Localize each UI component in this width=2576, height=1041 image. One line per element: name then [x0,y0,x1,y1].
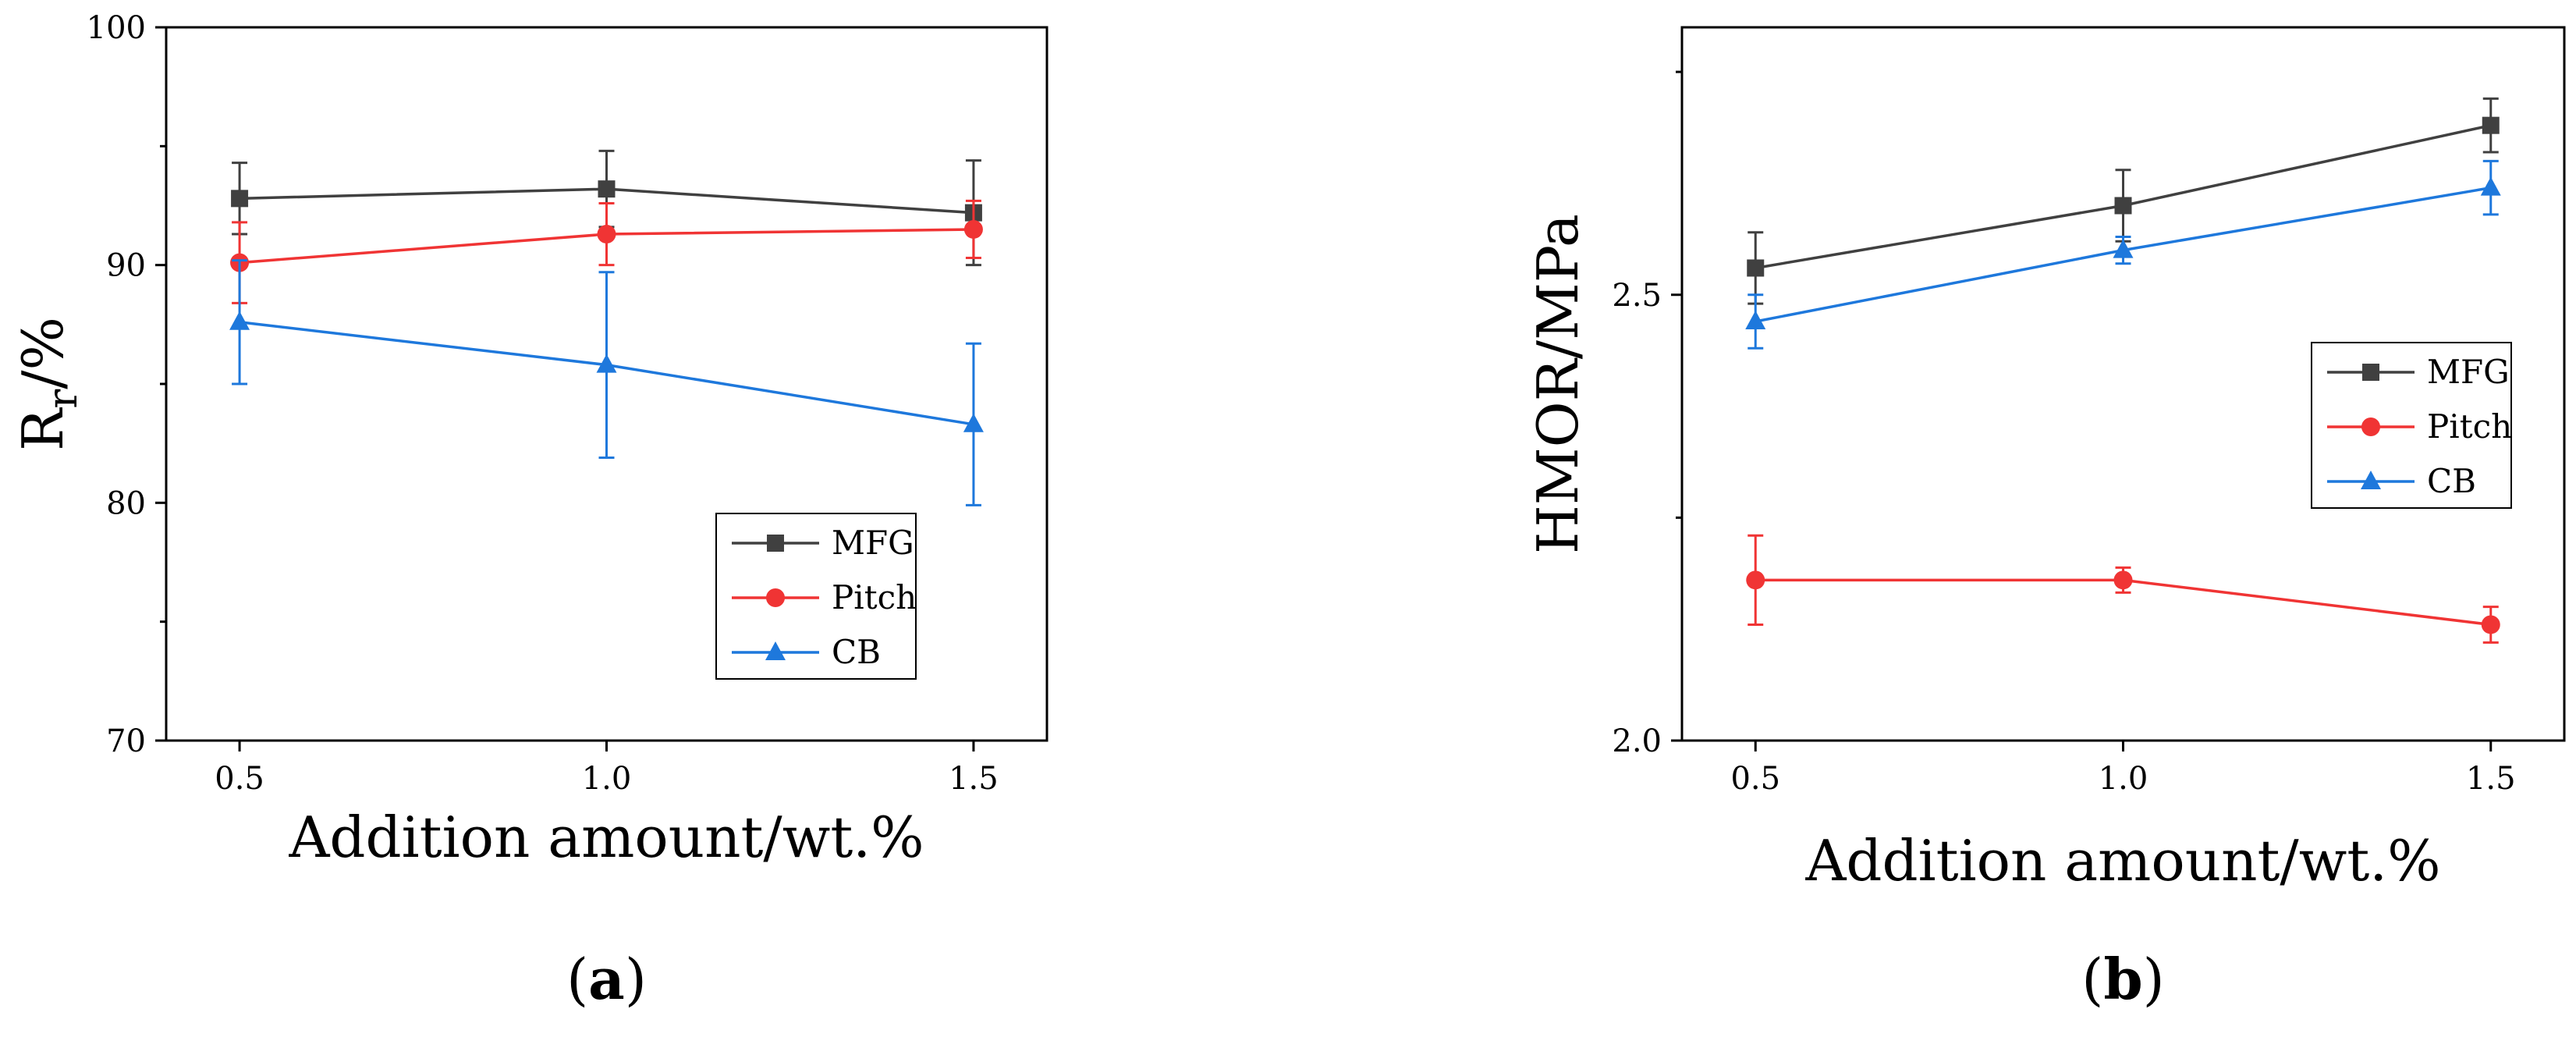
y-tick-label: 80 [106,485,146,521]
data-point [1746,570,1765,590]
x-tick-label: 0.5 [215,761,264,797]
series-pitch [1746,534,2500,644]
legend-marker [2361,417,2380,436]
x-axis-title: Addition amount/wt.% [1804,828,2440,894]
x-tick-label: 1.0 [2099,761,2148,797]
y-axis-title: HMOR/MPa [1525,214,1591,554]
data-point [2480,176,2501,196]
data-point [231,190,249,208]
data-point [2114,197,2132,215]
y-axis-title-subscript: r [40,389,87,409]
y-axis-title-main: HMOR/MPa [1525,214,1591,554]
legend-label: CB [2427,462,2476,500]
legend-label: Pitch [832,578,917,616]
y-axis-title-suffix: /% [10,317,76,389]
y-axis-title: Rr/% [10,317,87,451]
legend-item-pitch: Pitch [2327,407,2512,446]
data-point [597,225,616,244]
y-axis-title-main: R [10,407,76,451]
legend-item-cb: CB [732,633,881,671]
data-point [2113,239,2134,258]
series-mfg [231,149,982,267]
legend: MFG Pitch CB [2311,342,2512,509]
panel-label-open-paren: ( [2081,947,2103,1012]
data-point [596,354,617,373]
data-point [963,413,984,432]
legend-label: Pitch [2427,407,2512,446]
panel-label-open-paren: ( [566,947,588,1012]
data-point [598,180,616,198]
legend-marker [765,641,786,660]
legend-marker [767,535,784,552]
panel-label: (a) [566,946,647,1012]
chart-panel-b: 0.5 1.0 1.5 2.0 2.5 Addition amount/wt.% HMOR/… [1525,26,2566,1012]
series-mfg [1747,97,2500,305]
legend: MFG Pitch CB [715,513,917,680]
x-axis-title: Addition amount/wt.% [288,805,924,870]
legend-item-cb: CB [2327,462,2476,500]
panel-label-letter: b [2103,946,2142,1012]
data-point [229,311,250,330]
legend-marker [2362,364,2379,381]
legend-item-pitch: Pitch [732,578,917,616]
y-tick-label: 2.0 [1612,723,1662,759]
series-cb [1745,159,2501,350]
legend-label: CB [832,633,881,671]
data-point [963,219,983,239]
data-point [2482,116,2500,134]
x-tick-label: 0.5 [1730,761,1780,797]
legend-item-mfg: MFG [732,524,914,562]
legend-label: MFG [832,524,914,562]
panel-label-close-paren: ) [2143,947,2165,1012]
y-tick-label: 70 [106,723,146,759]
data-point [2113,570,2133,590]
legend-marker [2361,471,2381,489]
panel-label: (b) [2081,946,2165,1012]
y-tick-label: 2.5 [1612,278,1662,314]
data-point [1745,311,1766,330]
legend-label: MFG [2427,353,2510,391]
legend-item-mfg: MFG [2327,353,2510,391]
x-tick-label: 1.5 [2466,761,2516,797]
y-tick-label: 100 [87,10,146,46]
data-point [1747,259,1765,277]
x-tick-label: 1.0 [582,761,632,797]
y-tick-label: 90 [106,248,146,284]
panel-label-letter: a [588,946,625,1012]
legend-marker [766,588,785,607]
x-tick-label: 1.5 [949,761,999,797]
series-cb [229,259,984,506]
panel-label-close-paren: ) [625,947,647,1012]
chart-panel-a: 0.5 1.0 1.5 70 80 90 100 Addition amount/wt.% Rr… [10,10,1048,1012]
data-point [2481,615,2500,634]
